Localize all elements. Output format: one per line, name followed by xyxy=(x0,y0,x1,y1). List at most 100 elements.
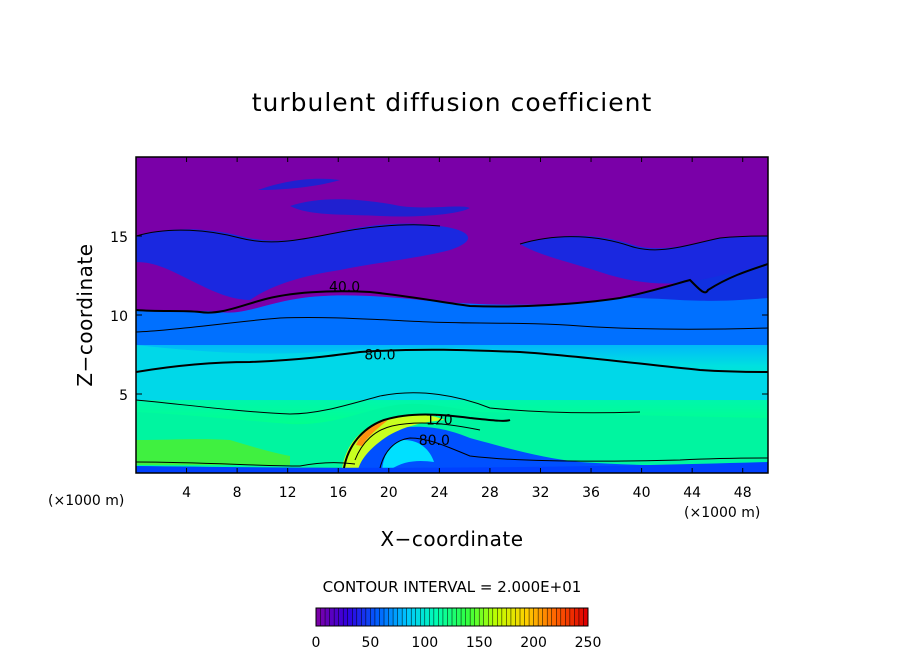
colorbar-segment xyxy=(474,608,480,626)
y-tick-label: 5 xyxy=(119,388,128,404)
colorbar-segment xyxy=(492,608,498,626)
contour-40 xyxy=(136,263,768,314)
colorbar-segment xyxy=(483,608,489,626)
colorbar-segment xyxy=(320,608,326,626)
colorbar-segment xyxy=(497,608,503,626)
colorbar-segment xyxy=(529,608,534,626)
x-tick-label: 44 xyxy=(683,485,701,501)
colorbar-segment xyxy=(438,608,444,626)
x-tick-label: 40 xyxy=(633,485,651,501)
colorbar-segment xyxy=(560,608,566,626)
colorbar-segment xyxy=(569,608,575,626)
colorbar-segment xyxy=(374,608,380,626)
rotor-core xyxy=(350,426,768,473)
colorbar-tick-label: 200 xyxy=(520,635,547,651)
colorbar-segment xyxy=(442,608,448,626)
yellow-green-band xyxy=(136,439,290,465)
x-tick-label: 32 xyxy=(532,485,550,501)
contour-interval-text: CONTOUR INTERVAL = 2.000E+01 xyxy=(323,578,582,596)
colorbar-tick-label: 50 xyxy=(361,635,379,651)
contour-80 xyxy=(136,348,768,373)
colorbar-tick-labels: 0 50 100 150 200 250 xyxy=(312,635,602,651)
colorbar-segment xyxy=(316,608,321,626)
colorbar-segment xyxy=(524,608,530,626)
colorbar-segment xyxy=(565,608,571,626)
contour-label: 120 xyxy=(426,412,453,428)
rotor-orange xyxy=(356,420,388,446)
rotor-cyan-pocket xyxy=(382,440,434,470)
colorbar-segment xyxy=(506,608,512,626)
colorbar-segment xyxy=(397,608,403,626)
colorbar-segment xyxy=(352,608,358,626)
colorbar-tick-label: 250 xyxy=(575,635,602,651)
y-tick-label: 15 xyxy=(110,230,128,246)
colorbar-segment xyxy=(384,608,389,626)
colorbar-frame xyxy=(315,607,589,627)
colorbar-segment xyxy=(510,608,516,626)
contour-lines xyxy=(136,224,768,469)
colorbar-segment xyxy=(470,608,475,626)
colorbar-segment xyxy=(583,608,589,626)
colorbar-segment xyxy=(488,608,494,626)
contour-label: 40.0 xyxy=(329,280,360,296)
colorbar-segment xyxy=(538,608,543,626)
colorbar-tick-label: 150 xyxy=(466,635,493,651)
colorbar xyxy=(315,607,589,627)
upper-streak xyxy=(258,178,340,190)
x-unit-label-right: (×1000 m) xyxy=(684,505,760,521)
colorbar-segment xyxy=(411,608,417,626)
colorbar-segment xyxy=(402,608,407,626)
colorbar-tick-label: 0 xyxy=(312,635,321,651)
contour-top-left xyxy=(136,224,441,243)
colorbar-segment xyxy=(388,608,394,626)
colorbar-segment xyxy=(334,608,339,626)
y-axis-ticks: 5 10 15 xyxy=(110,230,768,404)
colorbar-segment xyxy=(533,608,539,626)
colorbar-segment xyxy=(338,608,344,626)
colorbar-segment xyxy=(415,608,421,626)
colorbar-segment xyxy=(556,608,562,626)
contour-80b xyxy=(379,437,768,469)
colorbar-segment xyxy=(361,608,367,626)
x-tick-label: 8 xyxy=(233,485,242,501)
x-tick-label: 36 xyxy=(582,485,600,501)
x-tick-label: 24 xyxy=(430,485,448,501)
colorbar-segment xyxy=(379,608,385,626)
x-tick-label: 12 xyxy=(279,485,297,501)
y-axis-title: Z−coordinate xyxy=(73,243,97,386)
colorbar-segment xyxy=(347,608,353,626)
x-axis-ticks: 4 8 12 16 20 24 28 32 36 40 44 48 xyxy=(182,157,752,501)
x-axis-title: X−coordinate xyxy=(380,527,523,551)
contour-top-right xyxy=(519,235,768,251)
upper-filament xyxy=(290,199,470,217)
chart-title: turbulent diffusion coefficient xyxy=(252,88,653,117)
colorbar-segment xyxy=(578,608,584,626)
colorbar-segment xyxy=(370,608,376,626)
colorbar-segment xyxy=(420,608,426,626)
blue-swirl-left xyxy=(136,223,469,300)
colorbar-segment xyxy=(465,608,471,626)
colorbar-segment xyxy=(461,608,466,626)
plot-area: 40.0 80.0 120 80.0 xyxy=(136,157,768,473)
colorbar-segment xyxy=(547,608,553,626)
colorbar-segment xyxy=(479,608,485,626)
contour-surface xyxy=(136,461,356,467)
colorbar-segment xyxy=(574,608,580,626)
contour-60 xyxy=(136,316,768,333)
contour-120b xyxy=(354,422,481,461)
x-tick-label: 28 xyxy=(481,485,499,501)
colorbar-tick-label: 100 xyxy=(411,635,438,651)
contour-label: 80.0 xyxy=(419,433,450,449)
colorbar-segment xyxy=(429,608,435,626)
x-unit-label-left: (×1000 m) xyxy=(48,493,124,509)
contour-100 xyxy=(136,392,641,415)
colorbar-segment xyxy=(501,608,507,626)
colorbar-segment xyxy=(456,608,462,626)
colorbar-segment xyxy=(329,608,335,626)
x-tick-label: 4 xyxy=(182,485,191,501)
colorbar-segment xyxy=(447,608,453,626)
colorbar-segment xyxy=(406,608,412,626)
colorbar-segment xyxy=(542,608,548,626)
colorbar-segment xyxy=(365,608,371,626)
